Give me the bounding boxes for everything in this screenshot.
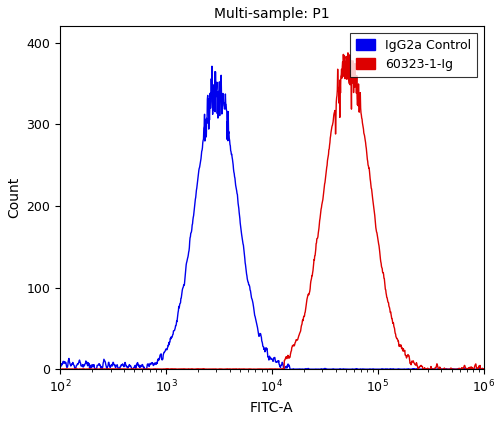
60323-1-Ig xyxy=(240,366,246,371)
60323-1-Ig xyxy=(129,366,135,371)
IgG2a Control xyxy=(289,367,295,372)
60323-1-Ig xyxy=(344,50,350,55)
X-axis label: FITC-A: FITC-A xyxy=(249,401,293,415)
Title: Multi-sample: P1: Multi-sample: P1 xyxy=(213,7,329,21)
IgG2a Control xyxy=(200,138,206,143)
60323-1-Ig xyxy=(57,367,63,372)
IgG2a Control xyxy=(113,363,119,368)
60323-1-Ig xyxy=(113,366,119,371)
60323-1-Ig xyxy=(200,366,206,371)
60323-1-Ig xyxy=(280,366,286,371)
IgG2a Control xyxy=(280,363,286,368)
IgG2a Control xyxy=(57,363,63,368)
IgG2a Control xyxy=(479,366,485,371)
Y-axis label: Count: Count xyxy=(7,177,21,218)
IgG2a Control xyxy=(129,367,135,372)
60323-1-Ig xyxy=(90,367,96,372)
IgG2a Control xyxy=(241,252,247,257)
IgG2a Control xyxy=(92,367,98,372)
60323-1-Ig xyxy=(479,366,485,371)
Legend: IgG2a Control, 60323-1-Ig: IgG2a Control, 60323-1-Ig xyxy=(349,32,476,77)
60323-1-Ig xyxy=(288,345,294,350)
IgG2a Control xyxy=(208,64,214,69)
Line: IgG2a Control: IgG2a Control xyxy=(60,66,482,369)
Line: 60323-1-Ig: 60323-1-Ig xyxy=(60,53,482,369)
